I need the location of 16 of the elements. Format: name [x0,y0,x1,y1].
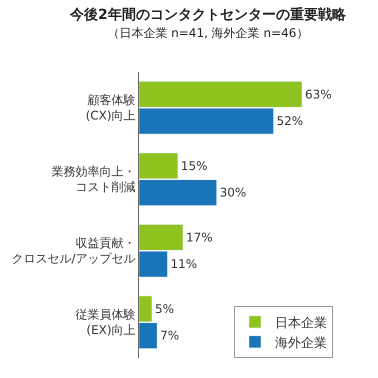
legend-label: 日本企業 [275,316,327,332]
data-label: 63% [304,87,332,102]
chart-title: 今後2年間のコンタクトセンターの重要戦略 [69,6,347,23]
data-label: 11% [170,257,198,272]
y-tick-label: 業務効率向上・コスト削減 [52,164,136,194]
data-label: 30% [220,186,246,200]
chart-subtitle: （日本企業 n=41, 海外企業 n=46） [107,26,308,40]
data-label: 15% [180,158,208,173]
legend-label: 海外企業 [275,336,327,351]
y-tick-label: 収益貢献・クロスセル/アップセル [12,236,136,266]
y-tick-label: 顧客体験 (CX)向上 [86,93,136,123]
y-tick-label: 従業員体験 (EX)向上 [76,308,136,338]
data-label: 5% [154,302,174,316]
data-label: 52% [276,114,304,128]
data-label: 7% [160,328,180,343]
data-label: 17% [186,230,213,244]
